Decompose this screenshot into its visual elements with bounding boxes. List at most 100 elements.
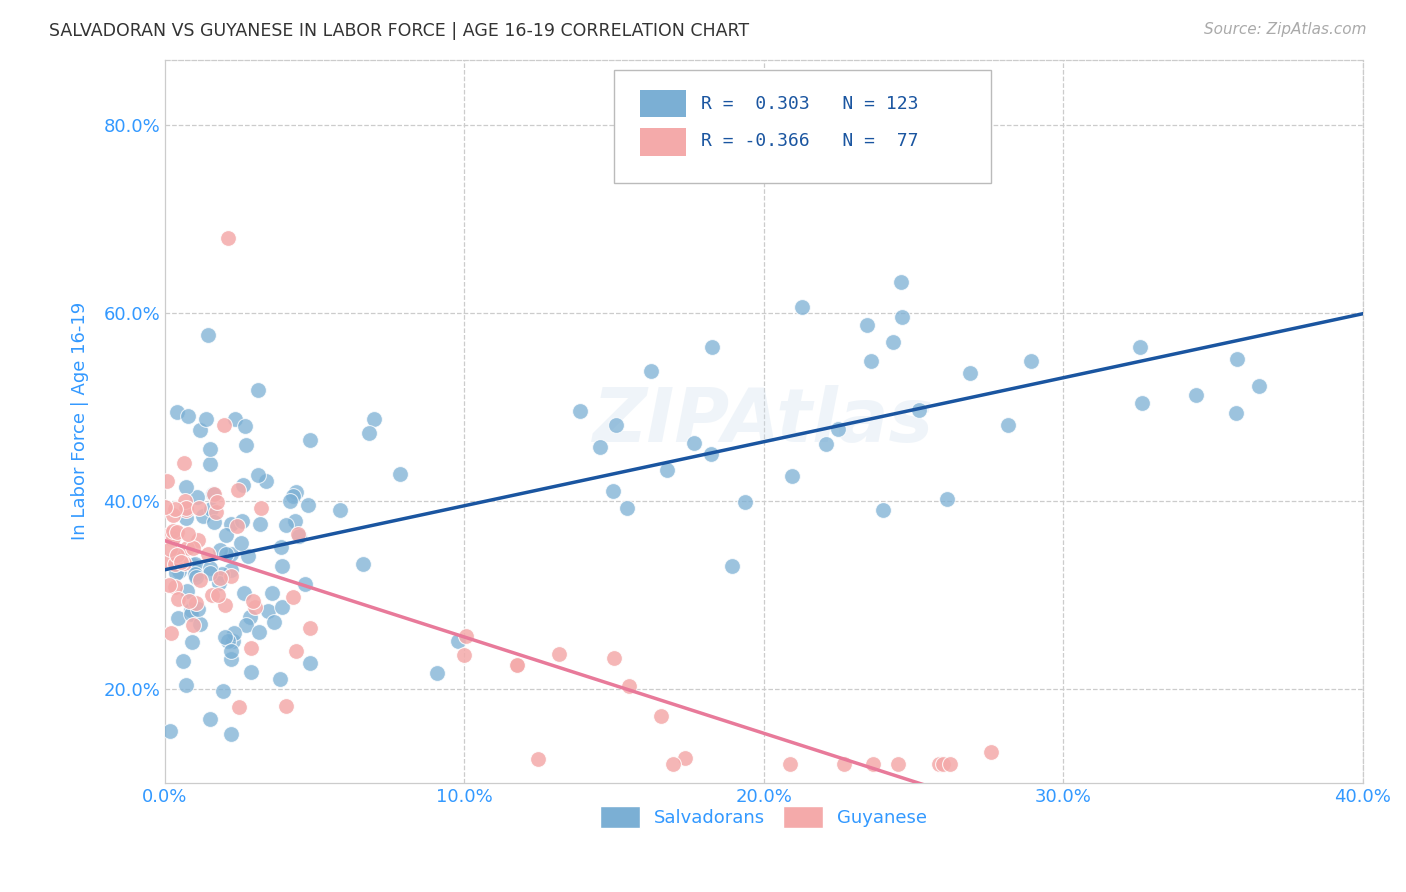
Point — [721, 559, 744, 574]
Point — [155, 500, 177, 514]
Point — [173, 556, 195, 570]
Point — [221, 727, 243, 741]
Point — [176, 480, 198, 494]
Point — [162, 530, 184, 544]
Point — [294, 577, 316, 591]
Point — [181, 635, 204, 649]
Point — [827, 422, 849, 436]
Point — [221, 516, 243, 531]
Point — [792, 300, 814, 314]
Point — [211, 566, 233, 581]
Point — [176, 584, 198, 599]
Point — [166, 548, 188, 562]
Point — [177, 593, 200, 607]
Point — [188, 573, 211, 587]
Point — [240, 640, 263, 655]
Point — [299, 621, 322, 635]
Point — [214, 547, 236, 561]
Point — [163, 580, 186, 594]
Point — [212, 684, 235, 698]
Point — [568, 404, 591, 418]
Point — [174, 503, 197, 517]
Point — [156, 475, 179, 489]
Point — [779, 757, 801, 772]
Point — [855, 318, 877, 333]
Point — [200, 561, 222, 575]
Point — [447, 633, 470, 648]
Point — [247, 625, 270, 640]
Point — [299, 656, 322, 670]
Point — [159, 577, 181, 591]
Point — [193, 508, 215, 523]
Point — [221, 652, 243, 666]
Point — [454, 628, 477, 642]
Point — [162, 532, 184, 546]
Point — [197, 547, 219, 561]
Point — [209, 570, 232, 584]
Bar — [640, 128, 686, 156]
Point — [159, 527, 181, 541]
Point — [235, 437, 257, 451]
Text: Source: ZipAtlas.com: Source: ZipAtlas.com — [1204, 22, 1367, 37]
Point — [224, 412, 246, 426]
Point — [616, 501, 638, 516]
Point — [980, 745, 1002, 759]
Point — [208, 575, 231, 590]
FancyBboxPatch shape — [614, 70, 991, 183]
Text: R =  0.303   N = 123: R = 0.303 N = 123 — [702, 95, 920, 112]
Point — [240, 665, 263, 679]
Point — [299, 433, 322, 447]
Point — [157, 555, 180, 569]
Point — [683, 435, 706, 450]
Point — [170, 555, 193, 569]
Point — [172, 654, 194, 668]
Point — [186, 491, 208, 505]
Point — [603, 651, 626, 665]
Point — [602, 484, 624, 499]
Point — [257, 604, 280, 618]
Point — [271, 558, 294, 573]
Bar — [640, 90, 686, 118]
Point — [270, 540, 292, 554]
Point — [177, 409, 200, 423]
Point — [174, 511, 197, 525]
Point — [217, 634, 239, 648]
Point — [287, 527, 309, 541]
Point — [655, 463, 678, 477]
Point — [860, 354, 883, 368]
Point — [506, 657, 529, 672]
Point — [288, 529, 311, 543]
Point — [283, 590, 305, 604]
Point — [209, 542, 232, 557]
Point — [281, 489, 304, 503]
Point — [352, 558, 374, 572]
Point — [198, 566, 221, 580]
Point — [263, 615, 285, 629]
Point — [619, 679, 641, 693]
Point — [278, 494, 301, 508]
Point — [426, 666, 449, 681]
Point — [285, 485, 308, 500]
Point — [872, 502, 894, 516]
Point — [249, 517, 271, 532]
Point — [162, 508, 184, 522]
Point — [1129, 340, 1152, 354]
Point — [163, 502, 186, 516]
Point — [162, 531, 184, 545]
Point — [274, 518, 297, 533]
Point — [173, 456, 195, 470]
Point — [1225, 406, 1247, 420]
Point — [197, 328, 219, 343]
Point — [890, 276, 912, 290]
Point — [166, 405, 188, 419]
Point — [159, 542, 181, 557]
Point — [174, 494, 197, 508]
Point — [782, 469, 804, 483]
Point — [201, 486, 224, 500]
Point — [250, 501, 273, 516]
Point — [271, 599, 294, 614]
Point — [222, 633, 245, 648]
Point — [231, 535, 253, 549]
Point — [359, 425, 381, 440]
Point — [202, 487, 225, 501]
